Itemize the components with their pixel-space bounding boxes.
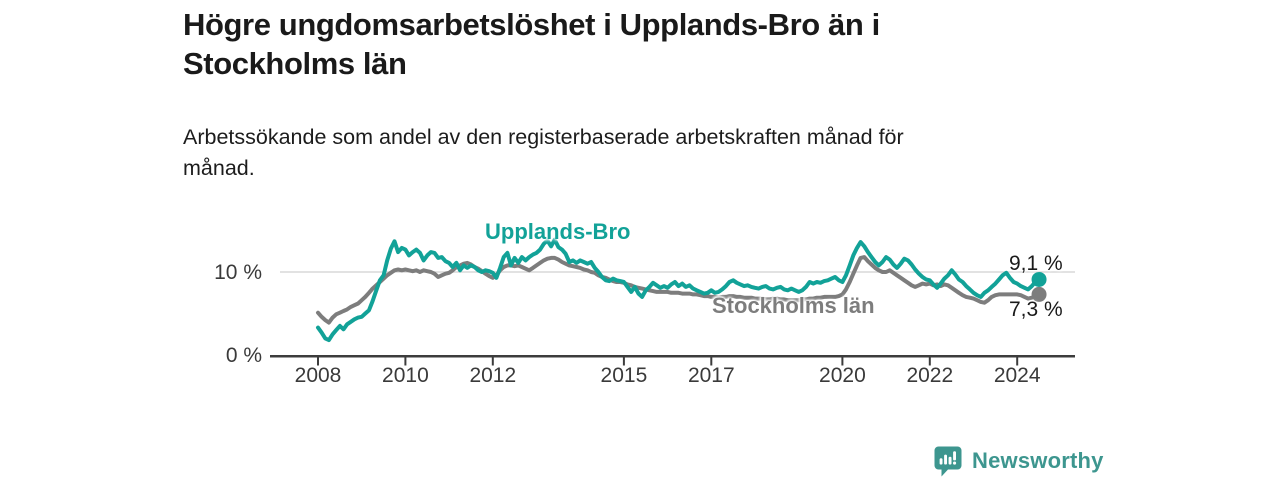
series-label-upplands-bro: Upplands-Bro <box>485 219 631 244</box>
x-axis-label-2020: 2020 <box>819 364 866 387</box>
subtitle-line-2: månad. <box>183 156 255 180</box>
x-axis-label-2022: 2022 <box>906 364 953 387</box>
title-line-1: Högre ungdomsarbetslöshet i Upplands-Bro… <box>183 7 880 42</box>
newsworthy-logo-text: Newsworthy <box>972 448 1104 473</box>
end-dot-stockholms-l-n <box>1031 286 1047 302</box>
line-upplands-bro <box>316 237 1042 343</box>
chart-subtitle: Arbetssökande som andel av den registerb… <box>183 122 904 184</box>
subtitle-line-1: Arbetssökande som andel av den registerb… <box>183 125 904 149</box>
x-axis-label-2008: 2008 <box>295 364 342 387</box>
newsworthy-speech-bubble-bar-chart-icon <box>934 446 962 477</box>
page-title: Högre ungdomsarbetslöshet i Upplands-Bro… <box>183 5 880 83</box>
end-value-label-upplands-bro: 9,1 % <box>1009 252 1063 275</box>
x-axis-label-2012: 2012 <box>469 364 516 387</box>
x-axis-label-2024: 2024 <box>994 364 1041 387</box>
x-axis-label-2017: 2017 <box>688 364 735 387</box>
end-dot-upplands-bro <box>1031 271 1047 287</box>
end-value-label-stockholms-lan: 7,3 % <box>1009 298 1063 321</box>
x-axis-label-2015: 2015 <box>601 364 648 387</box>
newsworthy-logo: Newsworthy <box>933 445 1104 477</box>
series-label-stockholms-lan: Stockholms län <box>712 293 875 318</box>
y-axis-label-10: 10 % <box>214 261 262 284</box>
y-axis-label-0: 0 % <box>226 344 262 367</box>
title-line-2: Stockholms län <box>183 46 407 81</box>
line-stockholms-l-n <box>316 255 1042 325</box>
x-axis-label-2010: 2010 <box>382 364 429 387</box>
